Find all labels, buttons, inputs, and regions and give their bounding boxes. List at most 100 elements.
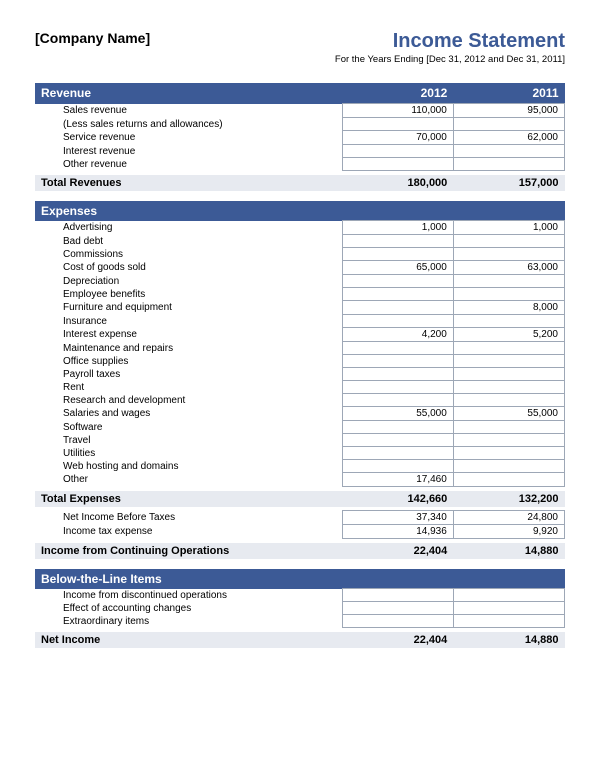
line-label: Office supplies bbox=[35, 355, 342, 368]
line-item: Software bbox=[35, 421, 565, 434]
line-value-1: 70,000 bbox=[342, 131, 453, 145]
line-item: Commissions bbox=[35, 248, 565, 261]
section-header: Expenses bbox=[35, 201, 565, 221]
total-value-1: 180,000 bbox=[342, 175, 453, 191]
line-value-2 bbox=[453, 602, 564, 615]
line-item: (Less sales returns and allowances) bbox=[35, 118, 565, 131]
line-label: Payroll taxes bbox=[35, 368, 342, 381]
income-statement-table: Revenue20122011Sales revenue110,00095,00… bbox=[35, 83, 565, 652]
total-row: Net Income22,40414,880 bbox=[35, 632, 565, 648]
line-value-1 bbox=[342, 434, 453, 447]
section-title: Expenses bbox=[35, 201, 342, 221]
total-value-1: 22,404 bbox=[342, 632, 453, 648]
section-title: Revenue bbox=[35, 83, 342, 104]
line-item: Utilities bbox=[35, 447, 565, 460]
line-value-1: 65,000 bbox=[342, 261, 453, 275]
line-item: Interest revenue bbox=[35, 145, 565, 158]
document-title: Income Statement bbox=[335, 30, 565, 53]
col-year1 bbox=[342, 569, 453, 589]
line-item: Office supplies bbox=[35, 355, 565, 368]
line-item: Web hosting and domains bbox=[35, 460, 565, 473]
col-year1: 2012 bbox=[342, 83, 453, 104]
line-item: Extraordinary items bbox=[35, 615, 565, 628]
line-value-2 bbox=[453, 434, 564, 447]
line-label: (Less sales returns and allowances) bbox=[35, 118, 342, 131]
line-label: Interest expense bbox=[35, 328, 342, 342]
line-item: Maintenance and repairs bbox=[35, 342, 565, 355]
line-value-2 bbox=[453, 235, 564, 248]
line-label: Commissions bbox=[35, 248, 342, 261]
line-label: Rent bbox=[35, 381, 342, 394]
line-value-2: 55,000 bbox=[453, 407, 564, 421]
line-value-2 bbox=[453, 615, 564, 628]
line-value-1 bbox=[342, 158, 453, 171]
line-value-1 bbox=[342, 342, 453, 355]
line-item: Depreciation bbox=[35, 275, 565, 288]
line-value-2 bbox=[453, 368, 564, 381]
line-label: Income from discontinued operations bbox=[35, 589, 342, 602]
line-value-1 bbox=[342, 235, 453, 248]
line-item: Rent bbox=[35, 381, 565, 394]
line-value-1 bbox=[342, 275, 453, 288]
line-item: Travel bbox=[35, 434, 565, 447]
section-header: Revenue20122011 bbox=[35, 83, 565, 104]
line-label: Cost of goods sold bbox=[35, 261, 342, 275]
line-value-2: 62,000 bbox=[453, 131, 564, 145]
line-label: Extraordinary items bbox=[35, 615, 342, 628]
line-value-1 bbox=[342, 301, 453, 315]
line-value-2: 63,000 bbox=[453, 261, 564, 275]
line-item: Payroll taxes bbox=[35, 368, 565, 381]
line-value-2 bbox=[453, 589, 564, 602]
line-value-2: 5,200 bbox=[453, 328, 564, 342]
total-label: Net Income bbox=[35, 632, 342, 648]
total-value-1: 142,660 bbox=[342, 491, 453, 507]
line-value-2: 9,920 bbox=[453, 525, 564, 539]
line-label: Research and development bbox=[35, 394, 342, 407]
line-item: Net Income Before Taxes37,34024,800 bbox=[35, 511, 565, 525]
line-value-2: 95,000 bbox=[453, 104, 564, 118]
line-item: Sales revenue110,00095,000 bbox=[35, 104, 565, 118]
col-year2: 2011 bbox=[453, 83, 564, 104]
line-label: Effect of accounting changes bbox=[35, 602, 342, 615]
line-value-2 bbox=[453, 460, 564, 473]
line-value-1 bbox=[342, 288, 453, 301]
line-value-1 bbox=[342, 615, 453, 628]
line-label: Net Income Before Taxes bbox=[35, 511, 342, 525]
line-value-2 bbox=[453, 158, 564, 171]
line-value-2 bbox=[453, 473, 564, 487]
total-value-2: 132,200 bbox=[453, 491, 564, 507]
line-item: Insurance bbox=[35, 315, 565, 328]
line-value-2: 8,000 bbox=[453, 301, 564, 315]
line-item: Other revenue bbox=[35, 158, 565, 171]
line-value-2 bbox=[453, 355, 564, 368]
line-item: Other17,460 bbox=[35, 473, 565, 487]
total-value-1: 22,404 bbox=[342, 543, 453, 559]
line-label: Software bbox=[35, 421, 342, 434]
line-value-1: 55,000 bbox=[342, 407, 453, 421]
total-row: Total Expenses142,660132,200 bbox=[35, 491, 565, 507]
line-value-2 bbox=[453, 342, 564, 355]
header: [Company Name] Income Statement For the … bbox=[35, 30, 565, 65]
line-label: Maintenance and repairs bbox=[35, 342, 342, 355]
line-label: Service revenue bbox=[35, 131, 342, 145]
line-value-1: 4,200 bbox=[342, 328, 453, 342]
line-label: Utilities bbox=[35, 447, 342, 460]
line-value-1: 1,000 bbox=[342, 221, 453, 235]
line-label: Advertising bbox=[35, 221, 342, 235]
line-value-1 bbox=[342, 381, 453, 394]
line-item: Service revenue70,00062,000 bbox=[35, 131, 565, 145]
line-value-2 bbox=[453, 275, 564, 288]
line-item: Effect of accounting changes bbox=[35, 602, 565, 615]
line-value-2 bbox=[453, 394, 564, 407]
line-item: Income tax expense14,9369,920 bbox=[35, 525, 565, 539]
line-label: Other revenue bbox=[35, 158, 342, 171]
line-value-2 bbox=[453, 288, 564, 301]
line-value-2 bbox=[453, 118, 564, 131]
line-value-2 bbox=[453, 447, 564, 460]
line-value-1: 110,000 bbox=[342, 104, 453, 118]
line-value-1 bbox=[342, 368, 453, 381]
total-value-2: 157,000 bbox=[453, 175, 564, 191]
total-value-2: 14,880 bbox=[453, 632, 564, 648]
title-block: Income Statement For the Years Ending [D… bbox=[335, 30, 565, 65]
line-value-1 bbox=[342, 248, 453, 261]
